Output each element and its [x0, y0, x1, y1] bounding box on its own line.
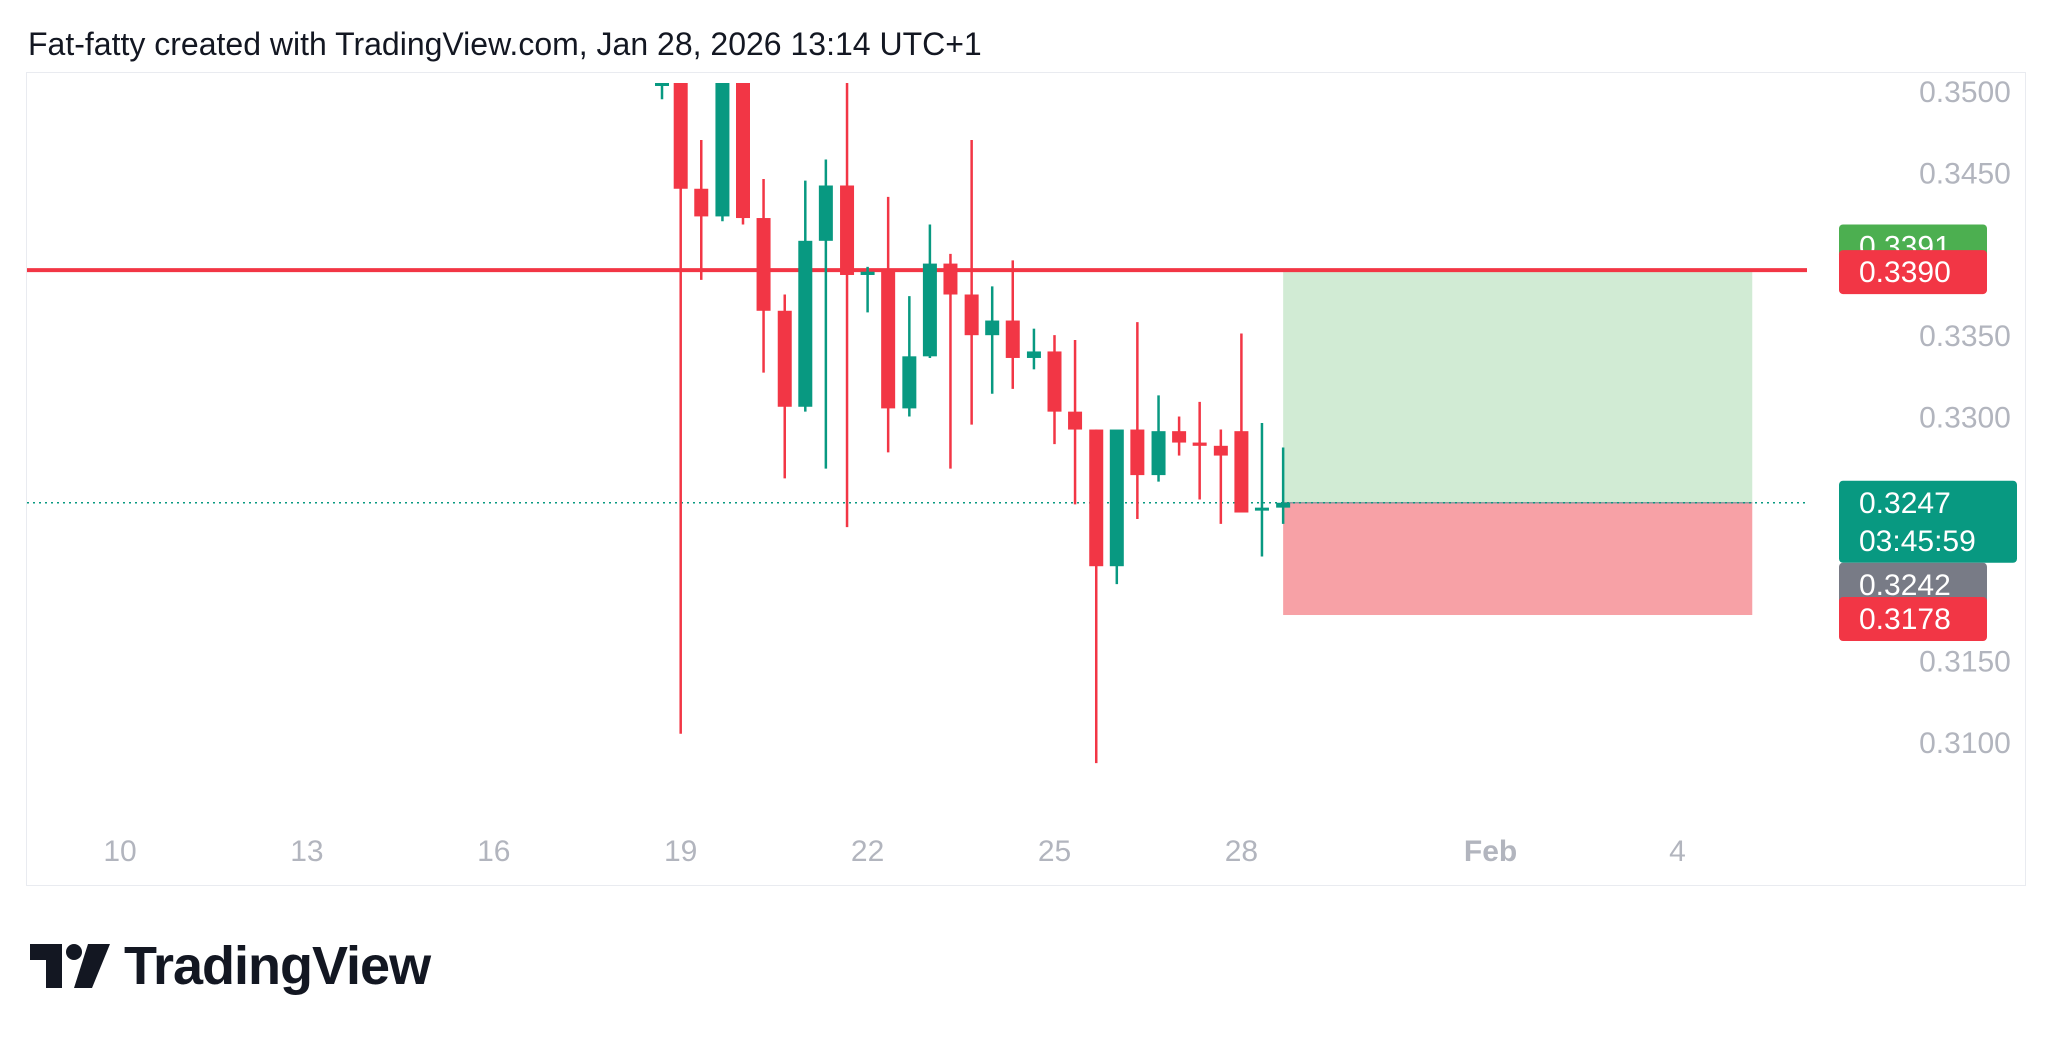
entry-price-label[interactable] — [1839, 562, 1987, 607]
stop-price-label-text: 0.3178 — [1859, 603, 1951, 636]
candle-body[interactable] — [818, 185, 833, 241]
candle-body[interactable] — [1151, 431, 1166, 476]
line-price-label-text: 0.3390 — [1859, 256, 1951, 289]
candle-body[interactable] — [694, 188, 709, 217]
candle-body[interactable] — [1026, 351, 1041, 358]
candle-body[interactable] — [673, 83, 688, 189]
candle-body[interactable] — [655, 83, 670, 86]
current-price-label-countdown: 03:45:59 — [1859, 525, 1976, 558]
x-tick-label: Feb — [1464, 835, 1517, 868]
x-tick-label: 16 — [477, 835, 510, 868]
candle-body[interactable] — [798, 240, 813, 407]
x-tick-label: 13 — [290, 835, 323, 868]
price-chart[interactable]: 0.3500 0.3450 0.3350 0.3300 0.3150 0.3100 10 13… — [27, 73, 2027, 887]
brand-name: TradingView — [124, 936, 431, 996]
candle-body[interactable] — [1089, 429, 1104, 567]
candle-body[interactable] — [736, 83, 750, 219]
candle-body[interactable] — [1172, 431, 1187, 443]
candle-body[interactable] — [756, 218, 771, 311]
candle-body[interactable] — [943, 263, 958, 295]
candle-body[interactable] — [1130, 429, 1145, 476]
target-zone[interactable] — [1283, 268, 1753, 503]
x-tick-label: 19 — [664, 835, 697, 868]
candle-body[interactable] — [1068, 411, 1083, 430]
line-price-label[interactable] — [1839, 250, 1987, 295]
candle-body[interactable] — [922, 263, 937, 357]
y-tick-label: 0.3350 — [1919, 320, 2011, 353]
candle-body[interactable] — [1047, 351, 1062, 412]
candle-body[interactable] — [902, 356, 917, 409]
chart-area[interactable]: 0.3500 0.3450 0.3350 0.3300 0.3150 0.3100 10 13… — [26, 72, 2026, 886]
candle-body[interactable] — [1109, 429, 1124, 567]
y-tick-label: 0.3500 — [1919, 76, 2011, 109]
candle-body[interactable] — [715, 83, 730, 217]
current-price-label[interactable] — [1839, 480, 2017, 563]
x-tick-label: 25 — [1038, 835, 1071, 868]
x-tick-label: 10 — [103, 835, 136, 868]
candle-body[interactable] — [1192, 442, 1207, 446]
candle-body[interactable] — [881, 271, 896, 409]
x-tick-label: 28 — [1225, 835, 1258, 868]
y-tick-label: 0.3300 — [1919, 402, 2011, 435]
candle-body[interactable] — [777, 310, 792, 407]
candle-body[interactable] — [985, 320, 1000, 336]
candle-body[interactable] — [1005, 320, 1020, 358]
candle-body[interactable] — [1254, 507, 1269, 511]
candle-body[interactable] — [964, 294, 979, 336]
stop-price-label[interactable] — [1839, 597, 1987, 642]
y-tick-label: 0.3150 — [1919, 646, 2011, 679]
x-tick-label: 22 — [851, 835, 884, 868]
candle-body[interactable] — [840, 185, 855, 275]
brand: TradingView — [30, 936, 431, 996]
candle-body[interactable] — [860, 271, 875, 275]
candle-body[interactable] — [1213, 445, 1228, 456]
chart-attribution: Fat-fatty created with TradingView.com, … — [28, 26, 982, 62]
tradingview-logo-icon — [30, 944, 110, 988]
y-tick-label: 0.3100 — [1919, 727, 2011, 760]
current-price-label-text: 0.3247 — [1859, 487, 1951, 520]
candle-body[interactable] — [1234, 431, 1249, 513]
candle-body[interactable] — [1276, 502, 1291, 508]
y-tick-label: 0.3450 — [1919, 157, 2011, 190]
entry-price-label-text: 0.3242 — [1859, 569, 1951, 602]
stop-zone[interactable] — [1283, 502, 1753, 616]
x-tick-label: 4 — [1669, 835, 1686, 868]
